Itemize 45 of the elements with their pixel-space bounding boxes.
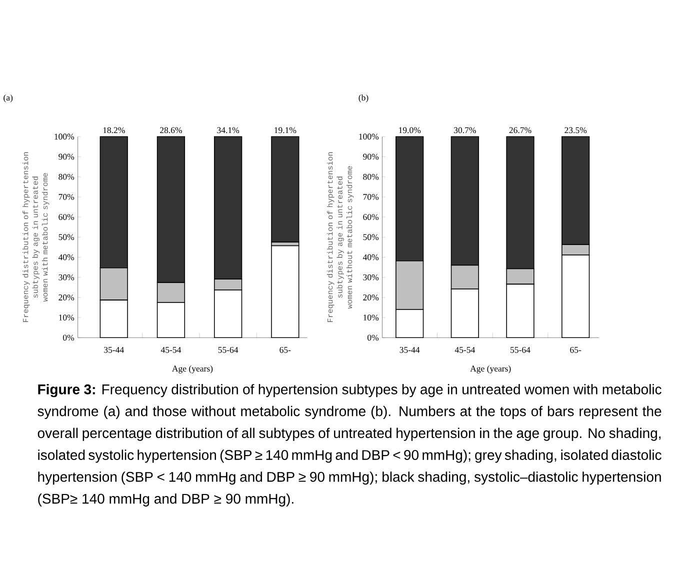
y-tick-label: 90%: [363, 154, 379, 160]
y-tick-label: 20%: [363, 294, 379, 301]
annotation: 23.5%: [564, 127, 587, 134]
x-tick-label: 55-64: [510, 347, 530, 354]
bar: [271, 136, 300, 243]
y-tick-label: 70%: [363, 194, 379, 200]
y-tick-label: 80%: [58, 174, 74, 180]
y-tick-label: 0%: [368, 334, 379, 341]
y-tick-label: 40%: [58, 254, 74, 260]
y-tick-label: 30%: [363, 274, 379, 280]
annotation: 30.7%: [454, 127, 476, 134]
y-tick-label: 50%: [58, 234, 74, 240]
x-tick-label: 35-44: [104, 347, 124, 354]
x-tick-label: 65-: [280, 347, 291, 354]
chart-title: (a): [4, 94, 13, 103]
y-tick-label: 10%: [59, 314, 74, 321]
y-tick-label: 20%: [58, 294, 74, 301]
annotation: 28.6%: [160, 127, 182, 134]
y-tick-label: 60%: [363, 214, 379, 220]
y-tick-label: 0%: [63, 334, 74, 341]
y-tick-label: 100%: [54, 134, 74, 140]
annotation: 19.0%: [399, 127, 421, 134]
y-tick-label: 100%: [359, 134, 379, 140]
annotation: 26.7%: [509, 127, 532, 134]
annotation: 18.2%: [103, 127, 125, 134]
annotation: 34.1%: [217, 127, 240, 134]
x-tick-label: 45-54: [454, 347, 475, 353]
y-tick-label: 80%: [363, 174, 379, 180]
chart-title: (b): [358, 94, 368, 103]
y-tick-label: 50%: [363, 234, 379, 240]
y-tick-label: 70%: [58, 194, 74, 200]
y-tick-label: 90%: [58, 154, 74, 160]
x-tick-label: 55-64: [218, 347, 238, 354]
x-axis-title: Age (years): [470, 366, 511, 374]
bar: [271, 246, 300, 338]
y-tick-label: 30%: [58, 274, 74, 280]
y-tick-label: 60%: [58, 214, 74, 220]
x-tick-label: 35-44: [400, 347, 420, 354]
y-tick-label: 10%: [364, 314, 379, 321]
x-axis-title: Age (years): [172, 366, 213, 374]
annotation: 19.1%: [274, 127, 296, 134]
x-tick-label: 65-: [570, 347, 582, 354]
text: Figure 3: Frequency distribution of hypertension subtypes by age in untreated women with metabolic syndrome (a) and those without metabolic syndrome (b). Numbers at the tops of bars represent the overall percentage distribution of all subtypes of untreated hypertension in the age group. No shading, isolated systolic hypertension (SBP ≥ 140 mmHg and DBP < 90 mmHg); grey shading, isolated diastolic hypertension (SBP < 140 mmHg and DBP ≥ 90 mmHg); black shading, systolic–diastolic hypertension (SBP≥ 140 mmHg and DBP ≥ 90 mmHg).: [38, 384, 662, 507]
x-tick-label: 45-54: [160, 347, 182, 353]
y-tick-label: 40%: [362, 254, 379, 260]
